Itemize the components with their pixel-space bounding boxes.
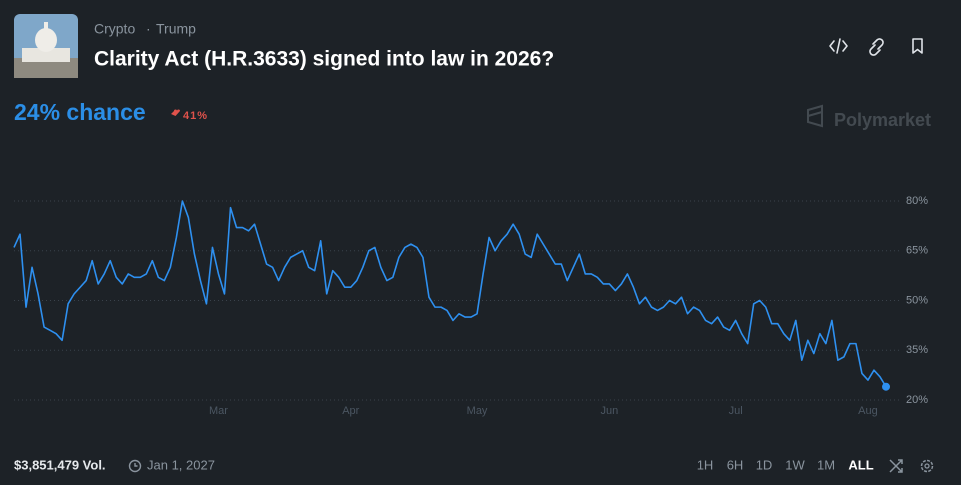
clock-icon — [128, 459, 142, 473]
clock-hands — [134, 463, 138, 467]
range-button[interactable]: 1W — [785, 457, 805, 472]
range-button[interactable]: 1D — [756, 457, 773, 472]
x-tick-label: Aug — [858, 405, 878, 417]
chance: 24% chance — [14, 99, 146, 125]
volume: $3,851,479 Vol. — [14, 457, 106, 472]
settings-icon-core — [924, 463, 930, 469]
x-tick-label: Jul — [729, 405, 743, 417]
link-icon[interactable] — [869, 38, 884, 56]
tag: Trump — [156, 21, 196, 37]
range-buttons: 1H 6H 1D 1W 1M ALL — [697, 457, 874, 472]
separator: · — [146, 21, 151, 37]
brand: Polymarket — [834, 110, 931, 130]
x-tick-label: Apr — [342, 405, 359, 417]
tag: Crypto — [94, 21, 135, 37]
x-tick-label: Jun — [600, 405, 618, 417]
y-tick-label: 65% — [906, 245, 928, 257]
price-line — [13, 200, 887, 388]
range-button[interactable]: 1H — [697, 457, 714, 472]
settings-icon[interactable] — [920, 459, 934, 473]
change: 41% — [183, 110, 208, 122]
end-point — [882, 382, 890, 391]
market-image — [14, 14, 78, 78]
change-icon — [171, 109, 180, 116]
end-date: Jan 1, 2027 — [147, 457, 215, 472]
y-tick-label: 50% — [906, 294, 928, 306]
market-title: Clarity Act (H.R.3633) signed into law i… — [94, 48, 554, 71]
x-tick-label: May — [467, 405, 488, 417]
range-button[interactable]: 1M — [817, 457, 835, 472]
brand-logo: Polymarket — [807, 104, 931, 130]
shuffle-icon[interactable] — [889, 459, 903, 473]
range-button[interactable]: 6H — [727, 457, 744, 472]
bookmark-icon[interactable] — [912, 38, 923, 54]
range-button[interactable]: ALL — [848, 457, 873, 472]
x-tick-label: Mar — [209, 405, 228, 417]
plot: 20% 35% 50% 65% 80% Mar Apr May Jun Jul Aug — [13, 195, 928, 417]
y-tick-label: 35% — [906, 344, 928, 356]
embed-icon[interactable] — [829, 38, 848, 54]
y-tick-label: 20% — [906, 394, 928, 406]
y-tick-label: 80% — [906, 195, 928, 207]
